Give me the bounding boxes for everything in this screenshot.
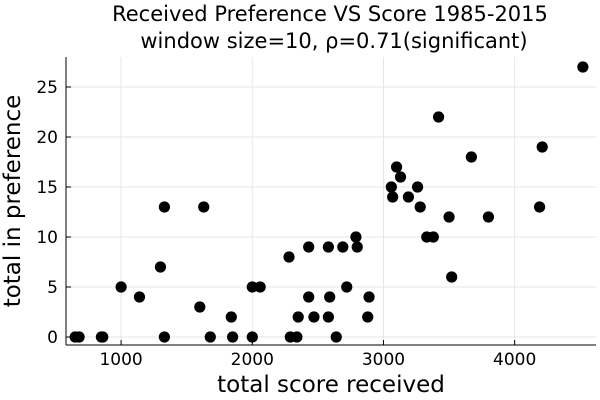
- x-tick-label-0: 1000: [99, 350, 142, 370]
- x-axis-label: total score received: [217, 372, 445, 398]
- data-point-28: [337, 241, 349, 253]
- data-point-23: [308, 311, 320, 323]
- data-point-35: [387, 191, 399, 203]
- data-point-40: [414, 201, 426, 213]
- data-point-1: [73, 331, 85, 343]
- data-point-33: [363, 291, 375, 303]
- data-point-38: [402, 191, 415, 203]
- data-point-3: [97, 331, 109, 343]
- data-point-21: [303, 291, 315, 303]
- data-point-47: [482, 211, 495, 223]
- data-point-39: [411, 181, 424, 193]
- data-point-24: [322, 241, 334, 253]
- data-point-42: [427, 231, 439, 243]
- y-tick-label-2: 10: [36, 228, 58, 248]
- data-point-31: [351, 241, 363, 253]
- data-point-30: [350, 231, 362, 243]
- y-tick-label-3: 15: [36, 178, 58, 198]
- data-point-37: [394, 171, 407, 183]
- data-point-46: [465, 151, 477, 163]
- data-point-34: [385, 181, 397, 193]
- data-point-49: [536, 141, 548, 153]
- data-point-44: [443, 211, 455, 223]
- data-point-22: [303, 241, 315, 253]
- y-axis-label: total in preference: [0, 95, 26, 308]
- data-point-32: [362, 311, 374, 323]
- data-point-29: [341, 281, 353, 293]
- data-point-16: [254, 281, 266, 293]
- data-point-8: [158, 331, 170, 343]
- chart-subtitle: window size=10, ρ=0.71(significant): [140, 29, 527, 53]
- y-tick-label-5: 25: [36, 78, 58, 98]
- data-point-10: [198, 201, 210, 213]
- y-tick-label-0: 0: [47, 328, 58, 348]
- data-point-14: [246, 331, 258, 343]
- x-tick-label-3: 4000: [493, 350, 536, 370]
- data-point-11: [204, 331, 216, 343]
- data-point-50: [577, 61, 589, 73]
- data-point-26: [322, 311, 334, 323]
- y-tick-label-4: 20: [36, 128, 58, 148]
- data-point-36: [390, 161, 403, 173]
- y-tick-label-1: 5: [47, 278, 58, 298]
- data-point-45: [446, 271, 458, 283]
- data-point-13: [227, 331, 239, 343]
- data-point-19: [291, 331, 303, 343]
- data-point-6: [154, 261, 167, 273]
- x-tick-label-1: 2000: [231, 350, 274, 370]
- data-point-15: [246, 281, 258, 293]
- chart-title: Received Preference VS Score 1985-2015: [112, 2, 548, 26]
- data-point-20: [292, 311, 304, 323]
- data-point-9: [194, 301, 206, 313]
- points-layer: [69, 61, 589, 343]
- x-tick-label-2: 3000: [362, 350, 405, 370]
- data-point-27: [330, 331, 342, 343]
- data-point-25: [324, 291, 336, 303]
- data-point-7: [158, 201, 170, 213]
- data-point-4: [115, 281, 127, 293]
- data-point-12: [225, 311, 237, 323]
- data-point-5: [133, 291, 146, 303]
- data-point-43: [432, 111, 445, 123]
- ticks-layer: 1000 2000 3000 4000 0 5 10 15 20 25: [36, 78, 536, 370]
- data-point-17: [283, 251, 295, 263]
- data-point-48: [533, 201, 546, 213]
